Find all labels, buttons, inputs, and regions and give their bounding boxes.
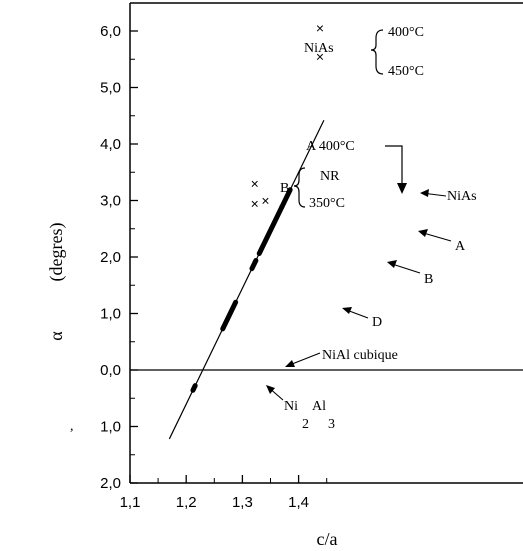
annotation-nr: NR	[320, 169, 340, 184]
label-nial-cubique: NiAl cubique	[322, 348, 398, 363]
brace-b	[293, 167, 306, 208]
cross-marker: ×	[251, 176, 259, 192]
label-sub-2: 2	[302, 417, 309, 432]
label-a: A	[455, 239, 466, 254]
y-tick-label: 3,0	[100, 193, 121, 210]
x-axis-label: c/a	[317, 529, 338, 549]
x-ticks: 1,1 1,2 1,3 1,4	[120, 475, 328, 511]
thick-segment	[190, 383, 198, 393]
arrow-a-400	[385, 145, 403, 190]
arrow-ni2al3-head	[266, 385, 275, 394]
arrow-b-head	[387, 260, 397, 268]
cross-marker: ×	[316, 20, 324, 36]
y-tick-label: 1,0	[100, 419, 121, 436]
y-tick-label: 1,0	[100, 306, 121, 323]
arrow-a-head	[418, 229, 428, 237]
cross-marker: ×	[261, 193, 269, 209]
x-tick-label: 1,4	[288, 494, 309, 511]
annotation-nias-400: 400°C	[388, 25, 424, 40]
annotation-b: B	[280, 181, 289, 196]
label-b: B	[424, 272, 433, 287]
y-tick-label: 6,0	[100, 23, 121, 40]
markers: ×××××	[251, 20, 324, 211]
annotation-nias-450: 450°C	[388, 64, 424, 79]
thick-segment	[220, 299, 239, 332]
arrow-d-head	[342, 307, 352, 314]
label-nias: NiAs	[447, 189, 477, 204]
stray-mark: ,	[70, 419, 74, 434]
arrow-nias-head	[420, 189, 429, 197]
x-tick-label: 1,3	[232, 494, 253, 511]
x-tick-label: 1,1	[120, 494, 141, 511]
y-tick-label: 5,0	[100, 80, 121, 97]
y-tick-label: 4,0	[100, 136, 121, 153]
thick-segments	[190, 187, 293, 393]
label-al: Al	[312, 399, 326, 414]
plot-frame	[129, 2, 523, 484]
label-d: D	[372, 315, 382, 330]
y-tick-label: 2,0	[100, 475, 121, 492]
label-ni: Ni	[284, 399, 298, 414]
thick-segment	[279, 187, 293, 210]
annotation-350: 350°C	[309, 196, 345, 211]
cross-marker: ×	[316, 48, 324, 64]
y-tick-label: 0,0	[100, 362, 121, 379]
annotation-a-400: A 400°C	[306, 139, 355, 154]
y-axis-label-unit: (degres)	[46, 223, 67, 282]
y-tick-label: 2,0	[100, 249, 121, 266]
arrow-a-400-head	[397, 183, 407, 194]
y-axis-label-symbol: α	[46, 331, 66, 341]
x-tick-label: 1,2	[176, 494, 197, 511]
y-ticks: 6,0 5,0 4,0 3,0 2,0 1,0 0,0 1,0 2,0	[100, 23, 138, 492]
thick-segment	[256, 204, 285, 257]
label-sub-3: 3	[328, 417, 335, 432]
arrow-nial-head	[285, 360, 295, 367]
cross-marker: ×	[251, 195, 259, 211]
annotation-nias-title: NiAs	[304, 41, 334, 56]
thick-segment	[249, 257, 259, 272]
brace-nias	[370, 29, 384, 75]
